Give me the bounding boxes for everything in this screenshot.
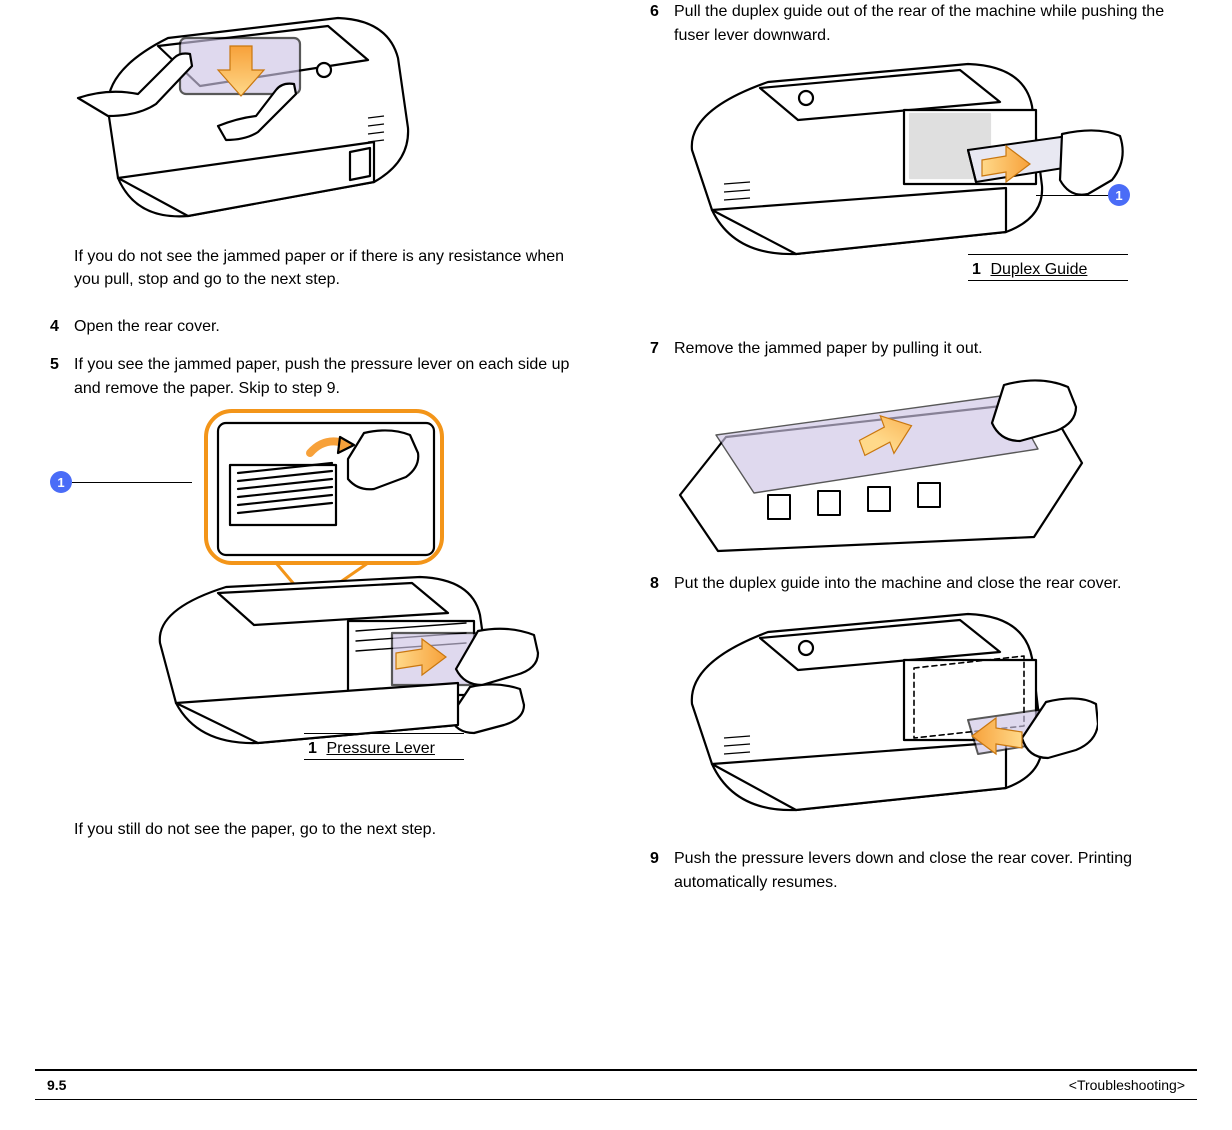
step4-text: Open the rear cover. <box>74 315 220 339</box>
callout-1-left-num: 1 <box>308 740 322 758</box>
step6-head: 6 Pull the duplex guide out of the rear … <box>650 0 1190 48</box>
step9-head: 9 Push the pressure levers down and clos… <box>650 847 1190 895</box>
step5-text: If you see the jammed paper, push the pr… <box>74 353 590 401</box>
step8-num: 8 <box>650 572 664 596</box>
step7-num: 7 <box>650 337 664 361</box>
callout-1-right: 1 <box>1108 184 1130 206</box>
step7-head: 7 Remove the jammed paper by pulling it … <box>650 337 1190 361</box>
right-column: 6 Pull the duplex guide out of the rear … <box>650 0 1190 895</box>
step4-num: 4 <box>50 315 64 339</box>
step9-num: 9 <box>650 847 664 895</box>
callout-1-right-label: Duplex Guide <box>990 261 1087 278</box>
step3-text-after-illus: If you do not see the jammed paper or if… <box>74 245 590 291</box>
step6-text: Pull the duplex guide out of the rear of… <box>674 0 1190 48</box>
left-column: If you do not see the jammed paper or if… <box>50 0 590 842</box>
step5-num: 5 <box>50 353 64 401</box>
illus-step3 <box>68 0 590 235</box>
footer-bar: 9.5 <Troubleshooting> <box>35 1069 1197 1100</box>
callout-1-right-num: 1 <box>972 261 986 279</box>
step5-after: If you still do not see the paper, go to… <box>74 818 590 841</box>
step8-text: Put the duplex guide into the machine an… <box>674 572 1121 596</box>
illus-step6: 1 1 Duplex Guide <box>668 54 1190 279</box>
illus-step7 <box>668 367 1190 562</box>
step9-text: Push the pressure levers down and close … <box>674 847 1190 895</box>
step4-head: 4 Open the rear cover. <box>50 315 590 339</box>
callout-1-left: 1 <box>50 471 72 493</box>
step8-head: 8 Put the duplex guide into the machine … <box>650 572 1190 596</box>
illus-step8 <box>668 602 1190 837</box>
step7-text: Remove the jammed paper by pulling it ou… <box>674 337 983 361</box>
step6-num: 6 <box>650 0 664 48</box>
callout-1-left-label: Pressure Lever <box>326 740 435 757</box>
footer-section: <Troubleshooting> <box>1069 1077 1185 1093</box>
step5-head: 5 If you see the jammed paper, push the … <box>50 353 590 401</box>
illus-step5: 1 <box>50 407 590 752</box>
footer-page: 9.5 <box>47 1077 66 1093</box>
